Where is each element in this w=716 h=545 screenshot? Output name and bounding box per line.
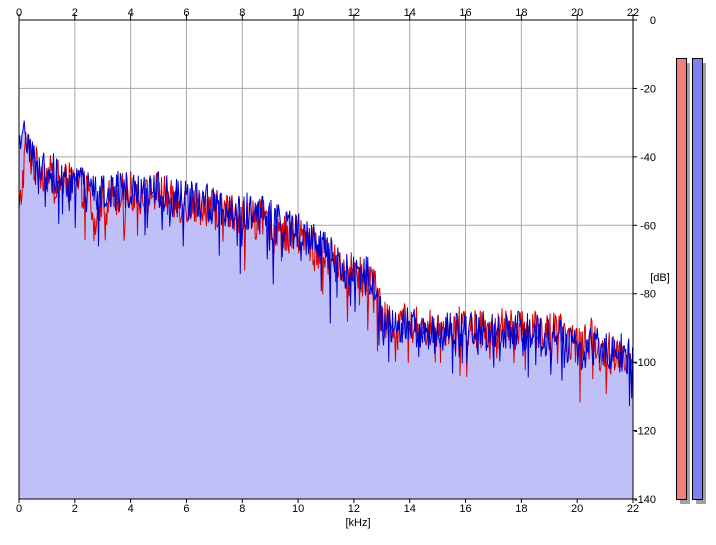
x-tick-label-top: 0 — [16, 7, 22, 19]
plot-border — [18, 19, 634, 500]
y-tick-label: -60 — [640, 220, 656, 232]
tick-labels: 002244668810101212141416161818202022220-… — [16, 7, 656, 515]
level-meter-left — [676, 58, 687, 500]
x-tick-label-bottom: 22 — [627, 503, 639, 515]
x-tick-label-top: 14 — [404, 7, 416, 19]
x-tick-label-bottom: 8 — [239, 503, 245, 515]
x-tick-label-bottom: 6 — [183, 503, 189, 515]
y-tick-label: -80 — [640, 289, 656, 301]
x-axis-label: [kHz] — [345, 517, 370, 529]
y-tick-label: -140 — [634, 494, 656, 506]
x-tick-label-top: 8 — [239, 7, 245, 19]
x-tick-label-top: 2 — [72, 7, 78, 19]
x-tick-label-bottom: 0 — [16, 503, 22, 515]
y-tick-label: -120 — [634, 426, 656, 438]
x-tick-label-bottom: 18 — [515, 503, 527, 515]
x-tick-label-top: 10 — [292, 7, 304, 19]
plot-frame — [18, 14, 637, 503]
x-tick-label-top: 22 — [627, 7, 639, 19]
y-axis-label: [dB] — [650, 272, 670, 284]
series-lines — [18, 120, 633, 406]
x-tick-label-bottom: 14 — [404, 503, 416, 515]
x-tick-label-bottom: 12 — [348, 503, 360, 515]
x-tick-label-top: 18 — [515, 7, 527, 19]
level-meter-right — [692, 58, 703, 500]
x-tick-label-bottom: 20 — [571, 503, 583, 515]
y-tick-label: -40 — [640, 152, 656, 164]
x-tick-label-bottom: 16 — [459, 503, 471, 515]
x-tick-label-bottom: 4 — [128, 503, 134, 515]
y-tick-label: -20 — [640, 83, 656, 95]
y-tick-label: -100 — [634, 357, 656, 369]
y-tick-label: 0 — [650, 15, 656, 27]
x-tick-label-top: 4 — [128, 7, 134, 19]
x-tick-label-top: 20 — [571, 7, 583, 19]
x-tick-label-top: 12 — [348, 7, 360, 19]
x-tick-label-bottom: 10 — [292, 503, 304, 515]
x-tick-label-top: 16 — [459, 7, 471, 19]
x-tick-label-bottom: 2 — [72, 503, 78, 515]
series-line-right-channel — [18, 120, 633, 406]
x-tick-label-top: 6 — [183, 7, 189, 19]
